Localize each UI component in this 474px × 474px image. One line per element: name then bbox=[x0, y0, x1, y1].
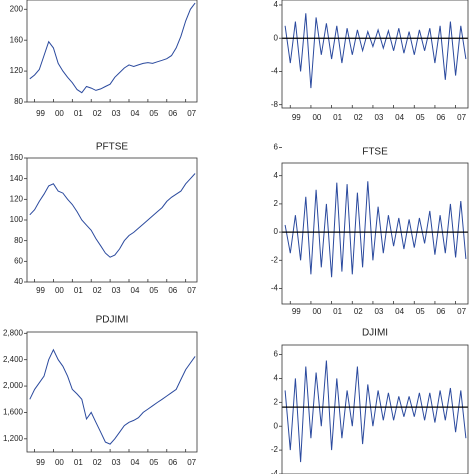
chart-title: DJIMI bbox=[362, 328, 388, 339]
y-tick-label: -4 bbox=[271, 67, 279, 76]
x-tick-label: 02 bbox=[354, 307, 363, 316]
y-tick-label: 0 bbox=[274, 33, 279, 42]
x-tick-label: 07 bbox=[187, 458, 196, 467]
y-tick-label: 80 bbox=[14, 236, 23, 245]
x-tick-label: 00 bbox=[55, 458, 64, 467]
y-tick-label: 100 bbox=[10, 215, 24, 224]
x-tick-label: 05 bbox=[149, 286, 158, 295]
y-tick-label: 2 bbox=[274, 199, 279, 208]
x-tick-label: 06 bbox=[168, 109, 177, 118]
plot-frame bbox=[281, 0, 469, 109]
chart-title: PFTSE bbox=[96, 142, 129, 153]
x-tick-label: 00 bbox=[55, 109, 64, 118]
y-tick-label: 60 bbox=[14, 256, 23, 265]
x-tick-label: 00 bbox=[312, 307, 321, 316]
x-tick-label: 06 bbox=[168, 286, 177, 295]
y-tick-label: -2 bbox=[271, 445, 279, 454]
x-tick-label: 04 bbox=[395, 307, 404, 316]
y-tick-label: 120 bbox=[10, 194, 24, 203]
x-tick-label: 99 bbox=[292, 307, 301, 316]
y-tick-label: 4 bbox=[274, 374, 279, 383]
y-tick-label: 120 bbox=[10, 66, 24, 75]
x-tick-label: 05 bbox=[149, 458, 158, 467]
plot-frame bbox=[26, 0, 198, 103]
x-tick-label: 99 bbox=[292, 113, 301, 122]
x-tick-label: 05 bbox=[149, 109, 158, 118]
y-tick-label: 160 bbox=[10, 153, 24, 162]
x-tick-label: 07 bbox=[457, 307, 466, 316]
y-tick-label: 0 bbox=[274, 421, 279, 430]
x-tick-label: 01 bbox=[74, 109, 83, 118]
y-tick-label: 4 bbox=[274, 171, 279, 180]
plot-frame bbox=[26, 157, 198, 283]
chart-title: PDJIMI bbox=[96, 315, 129, 326]
x-tick-label: 00 bbox=[312, 113, 321, 122]
x-tick-label: 02 bbox=[93, 286, 102, 295]
y-tick-label: 80 bbox=[14, 97, 23, 106]
series-line bbox=[284, 360, 467, 463]
x-tick-label: 00 bbox=[55, 286, 64, 295]
x-tick-label: 03 bbox=[112, 458, 121, 467]
x-tick-label: 07 bbox=[457, 113, 466, 122]
y-tick-label: 40 bbox=[14, 277, 23, 286]
x-tick-label: 99 bbox=[36, 109, 45, 118]
plot-frame bbox=[26, 331, 198, 453]
x-tick-label: 03 bbox=[112, 109, 121, 118]
y-tick-label: 2,400 bbox=[3, 355, 24, 364]
y-tick-label: 2,000 bbox=[3, 381, 24, 390]
x-tick-label: 01 bbox=[74, 458, 83, 467]
plot-frame bbox=[281, 162, 469, 305]
y-tick-label: -4 bbox=[271, 469, 279, 474]
chart-title: FTSE bbox=[362, 147, 388, 158]
x-tick-label: 04 bbox=[131, 286, 140, 295]
x-tick-label: 05 bbox=[416, 113, 425, 122]
x-tick-label: 03 bbox=[374, 113, 383, 122]
x-tick-label: 01 bbox=[74, 286, 83, 295]
x-tick-label: 01 bbox=[333, 307, 342, 316]
x-tick-label: 05 bbox=[416, 307, 425, 316]
y-tick-label: 6 bbox=[274, 143, 279, 152]
series-line bbox=[29, 173, 196, 258]
y-tick-label: 0 bbox=[274, 227, 279, 236]
x-tick-label: 99 bbox=[36, 458, 45, 467]
y-tick-label: 160 bbox=[10, 35, 24, 44]
x-tick-label: 07 bbox=[187, 109, 196, 118]
x-tick-label: 06 bbox=[436, 307, 445, 316]
x-tick-label: 03 bbox=[112, 286, 121, 295]
x-tick-label: 99 bbox=[36, 286, 45, 295]
y-tick-label: 200 bbox=[10, 4, 24, 13]
y-tick-label: 2,800 bbox=[3, 328, 24, 337]
series-line bbox=[284, 13, 467, 89]
x-tick-label: 04 bbox=[131, 458, 140, 467]
x-tick-label: 02 bbox=[354, 113, 363, 122]
y-tick-label: 1,200 bbox=[3, 434, 24, 443]
series-line bbox=[29, 2, 196, 94]
y-tick-label: 2 bbox=[274, 397, 279, 406]
x-tick-label: 01 bbox=[333, 113, 342, 122]
x-tick-label: 06 bbox=[436, 113, 445, 122]
y-tick-label: 140 bbox=[10, 174, 24, 183]
y-tick-label: 6 bbox=[274, 350, 279, 359]
x-tick-label: 06 bbox=[168, 458, 177, 467]
series-line bbox=[284, 181, 467, 278]
y-tick-label: 4 bbox=[274, 0, 279, 9]
x-tick-label: 02 bbox=[93, 458, 102, 467]
plot-frame bbox=[281, 344, 469, 474]
y-tick-label: -2 bbox=[271, 255, 279, 264]
x-tick-label: 02 bbox=[93, 109, 102, 118]
x-tick-label: 04 bbox=[395, 113, 404, 122]
x-tick-label: 07 bbox=[187, 286, 196, 295]
x-tick-label: 04 bbox=[131, 109, 140, 118]
y-tick-label: -4 bbox=[271, 284, 279, 293]
y-tick-label: -8 bbox=[271, 100, 279, 109]
x-tick-label: 03 bbox=[374, 307, 383, 316]
y-tick-label: 1,600 bbox=[3, 408, 24, 417]
series-line bbox=[29, 348, 196, 445]
